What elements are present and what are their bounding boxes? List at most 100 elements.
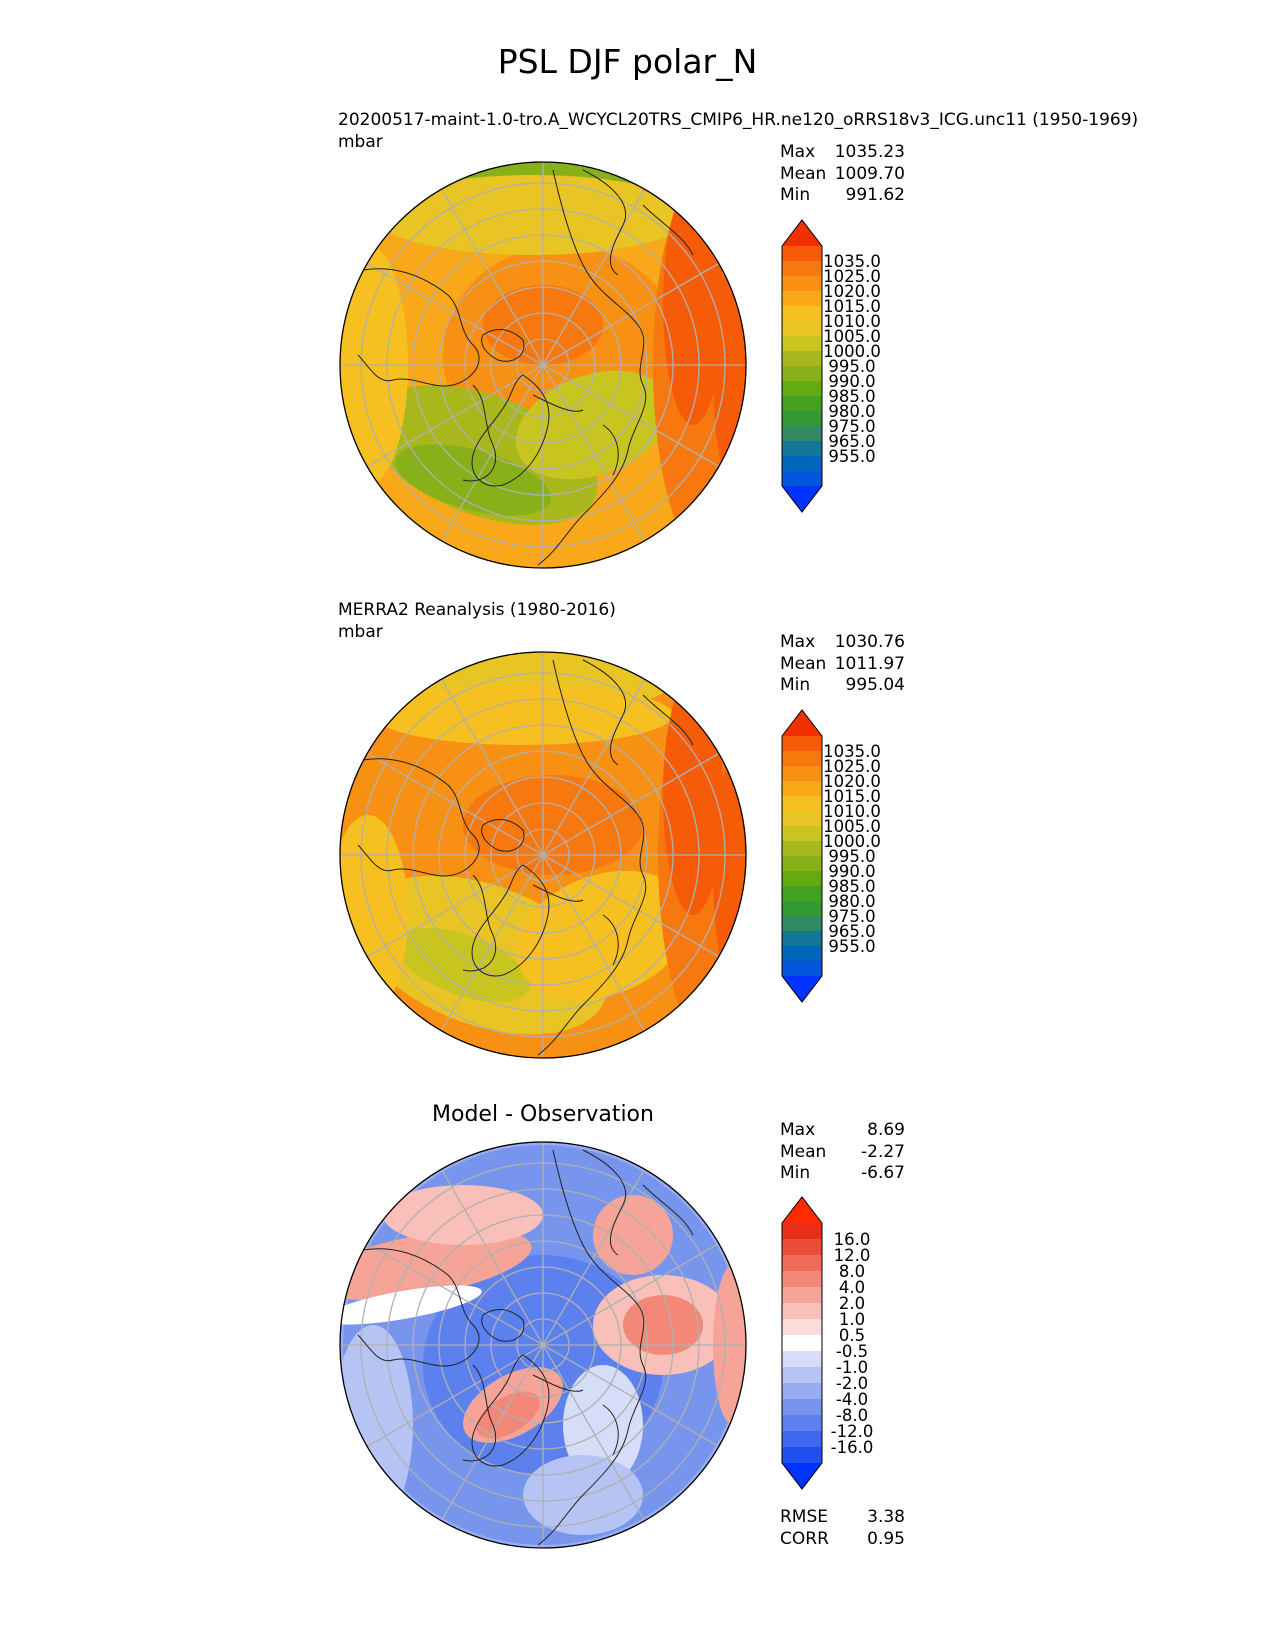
cbar1-band [782,321,822,337]
cbar3-band [782,1223,822,1240]
cbar1-tick-label: 975.0 [828,417,875,436]
panel2-coastlines [357,659,694,1056]
cbar2-band [782,901,822,917]
panel1-coast-segment [582,169,627,276]
panel2-boundary [339,651,747,1059]
cbar2-band [782,751,822,767]
cbar3-extend-min [782,1463,822,1489]
cbar2-tick-label: 1010.0 [823,802,881,821]
panel3-gridlines [340,1142,746,1548]
panel2-coast-segment [582,659,627,766]
panel2-coast-segment [532,884,584,902]
cbar1-band [782,456,822,472]
cbar2-extend-max [782,710,822,736]
cbar1-extend-max [782,220,822,246]
cbar2-tick-label: 1020.0 [823,772,881,791]
panel2-colorbar: 1035.01025.01020.01015.01010.01005.01000… [781,709,881,1003]
panel3-stats: Max 8.69 Mean -2.27 Min -6.67 [780,1120,905,1185]
cbar3-tick-label: 1.0 [839,1310,865,1329]
cbar2-tick-label: 1015.0 [823,787,881,806]
cbar3-band [782,1335,822,1352]
panel1-field [340,162,746,568]
cbar2-band [782,856,822,872]
cbar3-tick-label: 8.0 [839,1262,865,1281]
panel3-coast-segment [537,1149,647,1546]
cbar1-band [782,336,822,352]
panel1-meridian [366,262,720,468]
panel1-colorbar: 1035.01025.01020.01015.01010.01005.01000… [781,219,881,513]
panel1-coast-segment [357,268,480,387]
panel1-stat-value: 1035.23 [834,142,905,162]
panel3-stat-label: Mean [780,1141,827,1162]
cbar2-tick-label: 1005.0 [823,817,881,836]
panel2-contour-region [713,755,746,995]
cbar1-band [782,291,822,307]
panel2-caption-units: mbar [338,622,383,642]
cbar1-tick-label: 1025.0 [823,267,881,286]
panel1-coast-segment [537,169,647,566]
cbar2-band [782,766,822,782]
panel3-coast-segment [481,1309,525,1342]
cbar3-band [782,1319,822,1336]
panel3-contour-region [340,1325,413,1525]
cbar1-tick-label: 995.0 [828,357,875,376]
panel1-stats: Max 1035.23 Mean 1009.70 Min 991.62 [780,142,905,207]
panel1-caption-units: mbar [338,132,383,152]
cbar2-tick-label: 990.0 [828,862,875,881]
cbar2-outline [781,709,823,1003]
cbar2-extend-min [782,976,822,1002]
panel3-stat-label: Min [780,1163,811,1183]
cbar2-band [782,886,822,902]
panel3-stat-label: Max [780,1120,816,1140]
cbar1-tick-label: 1020.0 [823,282,881,301]
cbar1-band [782,276,822,292]
cbar2-band [782,946,822,962]
cbar2-tick-label: 965.0 [828,922,875,941]
panel3-coast-segment [602,1404,619,1456]
cbar3-tick-label: 2.0 [839,1294,865,1313]
cbar1-band [782,426,822,442]
cbar1-tick-label: 955.0 [828,447,875,466]
cbar2-band [782,796,822,812]
cbar1-tick-label: 985.0 [828,387,875,406]
cbar3-tick-label: -8.0 [836,1406,868,1425]
cbar1-band [782,381,822,397]
cbar3-band [782,1271,822,1288]
panel2-coast-segment [471,864,550,977]
panel1-stat-label: Max [780,142,816,162]
panel1-stat-row-min: Min 991.62 [780,185,905,207]
panel3-metric-row-rmse: RMSE 3.38 [780,1507,905,1529]
cbar2-band [782,736,822,752]
cbar3-tick-label: -1.0 [836,1358,868,1377]
panel3-stat-row-max: Max 8.69 [780,1120,905,1142]
panel2-coast-segment [537,659,647,1056]
cbar3-outline [781,1196,823,1490]
panel1-contour-region [713,255,746,495]
panel2-stat-value: 995.04 [845,675,905,695]
cbar1-band [782,261,822,277]
panel3-contour-region [593,1195,673,1275]
cbar3-band [782,1351,822,1368]
panel3-coast-segment [357,1248,480,1367]
cbar2-band [782,781,822,797]
cbar1-extend-min [782,486,822,512]
panel1-boundary [339,161,747,569]
panel3-metric-label: RMSE [780,1507,829,1527]
panel2-stat-row-min: Min 995.04 [780,675,905,697]
panel2-meridian [366,752,720,958]
panel2-coast-segment [481,819,525,852]
cbar3-band [782,1383,822,1400]
cbar3-band [782,1255,822,1272]
panel3-metric-value: 0.95 [867,1528,905,1549]
panel3-metric-label: CORR [780,1528,829,1549]
cbar1-tick-label: 1005.0 [823,327,881,346]
panel1-coast-segment [481,329,525,362]
cbar3-band [782,1239,822,1256]
panel3-coast-segment [642,1184,694,1236]
panel2-contour-region [515,870,691,1000]
panel3-metric-row-corr: CORR 0.95 [780,1529,905,1551]
panel1-coast-segment [532,394,584,412]
panel1-coastlines [357,169,694,566]
cbar3-tick-label: 12.0 [834,1246,871,1265]
cbar1-band [782,471,822,487]
